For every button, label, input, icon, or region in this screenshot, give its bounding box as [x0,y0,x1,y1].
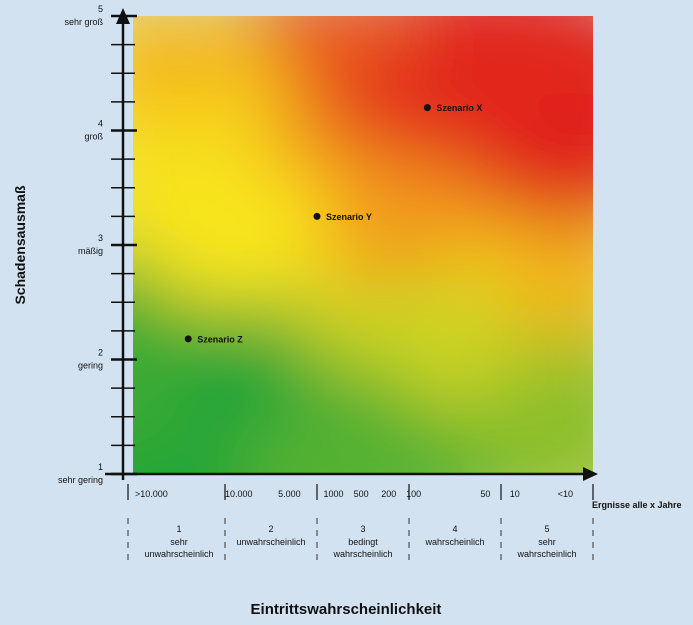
y-tick-number: 4 [98,119,103,129]
y-axis-title: Schadensausmaß [12,185,28,304]
y-tick-number: 5 [98,4,103,14]
y-tick-label: mäßig [78,246,103,256]
y-tick-label: sehr groß [64,17,103,27]
x-tick-label: 500 [354,489,369,499]
category-label: sehr [538,537,556,547]
category-label: wahrscheinlich [516,549,576,559]
category-number: 4 [452,524,457,534]
x-axis-title: Eintrittswahrscheinlichkeit [251,601,442,618]
x-tick-label: >10.000 [135,489,168,499]
category-number: 3 [360,524,365,534]
scenario-point [313,212,321,220]
category-number: 1 [176,524,181,534]
category-label: bedingt [348,537,378,547]
y-tick-label: gering [78,361,103,371]
scenario-label: Szenario X [436,103,482,113]
category-number: 2 [268,524,273,534]
y-tick-number: 2 [98,348,103,358]
y-tick-label: groß [84,132,103,142]
scenario-label: Szenario Z [197,334,243,344]
scenario-point [184,335,192,343]
x-tick-label: 1000 [324,489,344,499]
x-axis-arrow [583,467,598,481]
x-tick-label: 10 [510,489,520,499]
y-tick-label: sehr gering [58,475,103,485]
category-label: unwahrscheinlich [144,549,213,559]
category-label: wahrscheinlich [332,549,392,559]
x-tick-label: 10.000 [225,489,253,499]
category-label: sehr [170,537,188,547]
category-label: wahrscheinlich [424,537,484,547]
x-tick-label: 200 [381,489,396,499]
x-categories: 1 sehr unwahrscheinlich 2 unwahrscheinlich 3 b… [127,518,594,566]
y-tick-number: 1 [98,462,103,472]
scenario-label: Szenario Y [326,212,372,222]
x-tick-label: 5.000 [278,489,301,499]
heatmap-background [133,16,593,474]
scenario-point [423,104,431,112]
category-label: unwahrscheinlich [236,537,305,547]
data-points: Szenario X Szenario Y Szenario Z [184,103,482,344]
x-tick-label: <10 [558,489,573,499]
y-axis: 1 sehr gering 2 gering 3 mäßig 4 groß 5 sehr groß [58,4,137,485]
x-axis: >10.000 10.000 5.000 1000 500 200 100 50 10 <10 [105,467,598,500]
x-unit-label: Ergnisse alle x Jahre [592,500,682,510]
category-number: 5 [544,524,549,534]
y-tick-number: 3 [98,233,103,243]
x-tick-label: 50 [480,489,490,499]
x-tick-label: 100 [406,489,421,499]
